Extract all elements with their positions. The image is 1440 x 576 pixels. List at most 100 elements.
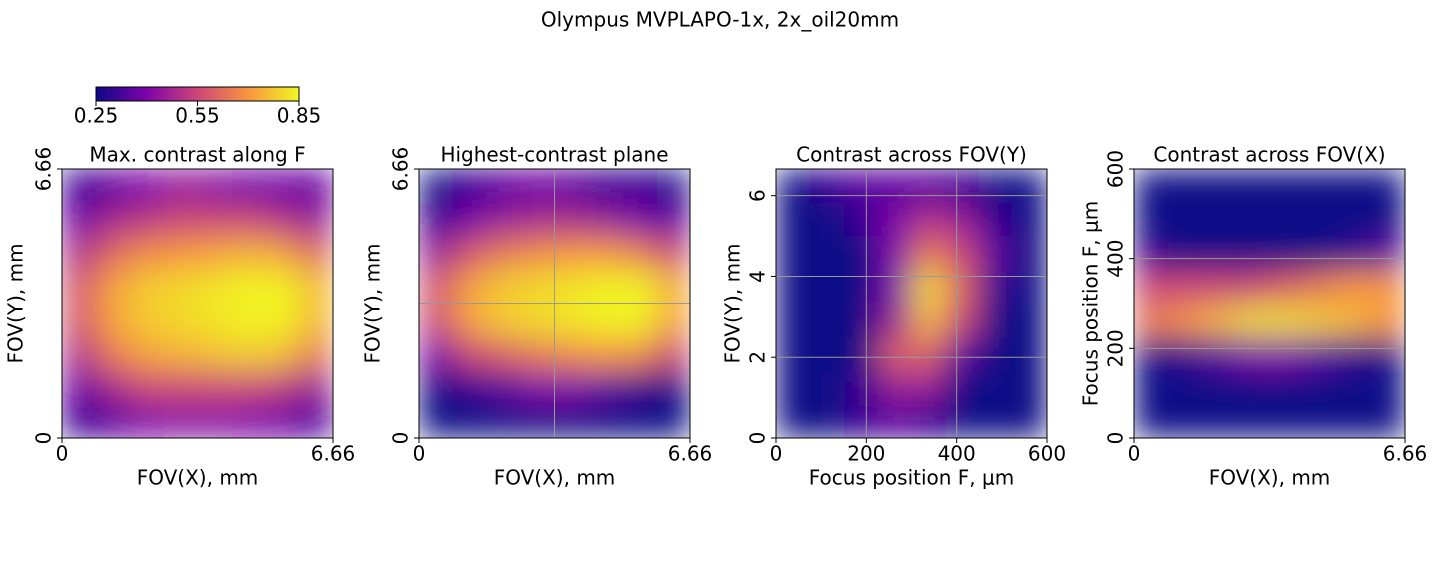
heatmap-cell <box>231 236 266 271</box>
y-tick-label: 0 <box>1104 432 1128 445</box>
heatmap-cell <box>299 169 334 204</box>
heatmap-cell <box>622 169 657 204</box>
y-tick-label: 400 <box>1104 240 1128 278</box>
heatmap-cell <box>1303 202 1338 237</box>
heatmap <box>1134 169 1406 439</box>
heatmap-cell <box>776 370 811 405</box>
heatmap-cell <box>1013 404 1048 439</box>
panel-title: Contrast across FOV(X) <box>1153 143 1385 167</box>
heatmap-cell <box>1337 337 1372 372</box>
heatmap-cell <box>1235 370 1270 405</box>
heatmap-cell <box>197 404 232 439</box>
heatmap-cell <box>979 404 1014 439</box>
heatmap-cell <box>776 202 811 237</box>
y-axis-label: FOV(Y), mm <box>4 243 28 363</box>
heatmap-cell <box>452 303 488 338</box>
x-tick-label: 400 <box>938 442 976 466</box>
heatmap <box>62 169 334 439</box>
heatmap-cell <box>1013 303 1048 338</box>
y-tick-label: 0 <box>389 432 413 445</box>
heatmap-cell <box>1235 404 1270 439</box>
heatmap-cell <box>419 303 454 338</box>
y-axis-label: FOV(Y), mm <box>361 243 385 363</box>
heatmap-cell <box>843 236 879 271</box>
heatmap-cell <box>299 303 334 338</box>
heatmap-cell <box>129 202 165 237</box>
heatmap-cell <box>129 404 165 439</box>
heatmap-cell <box>622 269 657 304</box>
x-tick-label: 0 <box>56 442 69 466</box>
heatmap-cell <box>1235 337 1270 372</box>
heatmap-cell <box>1235 202 1270 237</box>
x-tick-label: 600 <box>1028 442 1066 466</box>
heatmap-cell <box>1303 303 1338 338</box>
x-tick-label: 6.66 <box>1383 442 1428 466</box>
heatmap-cell <box>1134 404 1169 439</box>
heatmap-cell <box>231 169 266 204</box>
heatmap-cell <box>1235 169 1270 204</box>
heatmap-cell <box>452 202 488 237</box>
heatmap-cell <box>843 303 879 338</box>
heatmap-cell <box>1337 169 1372 204</box>
heatmap-cell <box>1235 303 1270 338</box>
heatmap-cell <box>163 269 198 304</box>
heatmap-cell <box>520 303 555 338</box>
heatmap-cell <box>1337 236 1372 271</box>
heatmap-cell <box>1013 236 1048 271</box>
heatmap-cell <box>95 370 131 405</box>
heatmap-cell <box>486 370 522 405</box>
x-tick-label: 6.66 <box>668 442 713 466</box>
heatmap-cell <box>1013 370 1048 405</box>
heatmap-cell <box>1303 236 1338 271</box>
heatmap-cell <box>1201 202 1237 237</box>
heatmap-cell <box>520 404 555 439</box>
heatmap-cell <box>877 269 912 304</box>
x-tick-label: 0 <box>413 442 426 466</box>
heatmap-cell <box>62 202 97 237</box>
heatmap-cell <box>1337 370 1372 405</box>
heatmap-cell <box>62 404 97 439</box>
heatmap-cell <box>1013 169 1048 204</box>
heatmap-cell <box>554 269 589 304</box>
y-tick-label: 0 <box>32 432 56 445</box>
heatmap-cell <box>588 169 623 204</box>
heatmap-cell <box>656 337 691 372</box>
heatmap-cell <box>265 236 300 271</box>
heatmap-cell <box>231 303 266 338</box>
heatmap-cell <box>129 269 165 304</box>
heatmap-cell <box>1371 202 1406 237</box>
heatmap-cell <box>1235 236 1270 271</box>
heatmap-cell <box>95 404 131 439</box>
heatmap-cell <box>62 370 97 405</box>
heatmap-cell <box>776 303 811 338</box>
heatmap-cell <box>656 236 691 271</box>
heatmap-cell <box>1167 337 1203 372</box>
heatmap-cell <box>979 169 1014 204</box>
x-tick-label: 6.66 <box>311 442 356 466</box>
heatmap-cell <box>1337 269 1372 304</box>
x-tick-label: 0 <box>1128 442 1141 466</box>
panel-title: Contrast across FOV(Y) <box>796 143 1027 167</box>
heatmap-cell <box>776 337 811 372</box>
heatmap-cell <box>1371 169 1406 204</box>
heatmap-cell <box>163 337 198 372</box>
y-tick-label: 2 <box>746 351 770 364</box>
heatmap-cell <box>1134 370 1169 405</box>
heatmap-cell <box>911 202 946 237</box>
heatmap-cell <box>1167 404 1203 439</box>
heatmap-cell <box>1134 337 1169 372</box>
heatmap-cell <box>1134 236 1169 271</box>
heatmap-cell <box>231 337 266 372</box>
heatmap-cell <box>1201 370 1237 405</box>
heatmap-cell <box>1303 337 1338 372</box>
heatmap-cell <box>656 169 691 204</box>
heatmap-cell <box>945 236 980 271</box>
x-axis-label: FOV(X), mm <box>1209 466 1331 490</box>
heatmap-cell <box>877 202 912 237</box>
heatmap-cell <box>197 236 232 271</box>
heatmap-cell <box>1303 269 1338 304</box>
heatmap-cell <box>1303 404 1338 439</box>
heatmap-cell <box>265 370 300 405</box>
y-tick-label: 4 <box>746 270 770 283</box>
heatmap-cell <box>911 236 946 271</box>
